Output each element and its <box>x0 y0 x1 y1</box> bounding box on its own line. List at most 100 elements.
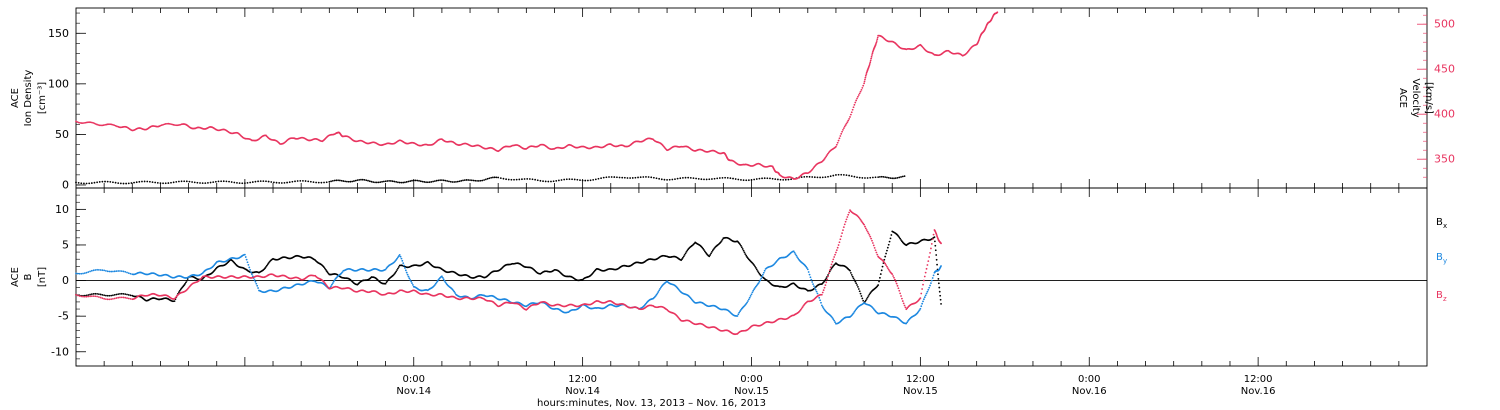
y-axis-label: [nT] <box>37 267 48 287</box>
bx-series-point <box>85 294 88 297</box>
density-series-point <box>389 180 392 182</box>
by-series-point <box>409 279 412 281</box>
x-time-label: 12:00 <box>1244 374 1273 385</box>
bz-series-point <box>841 232 843 235</box>
by-series-point <box>99 269 102 271</box>
density-series-point <box>75 181 77 184</box>
by-series-point <box>932 274 935 277</box>
by-series-point <box>807 271 810 273</box>
density-series-point <box>666 178 668 181</box>
bx-series-point <box>883 258 886 261</box>
bx-series-point <box>87 294 90 296</box>
density-series-point <box>758 177 761 180</box>
density-series-point <box>499 177 502 180</box>
density-series-point <box>700 178 703 181</box>
by-series-point <box>745 302 748 305</box>
density-series-point <box>414 179 417 182</box>
density-series-point <box>526 178 529 180</box>
velocity-series-point <box>836 141 839 144</box>
density-series-point <box>448 180 450 183</box>
velocity-series-point <box>100 124 102 127</box>
by-series-point <box>806 268 809 271</box>
density-series-point <box>407 180 410 183</box>
density-series-point <box>732 177 734 180</box>
by-series-point <box>831 316 834 319</box>
density-series-point <box>655 177 658 180</box>
by-series-point <box>747 298 750 301</box>
velocity-series-point <box>861 86 864 89</box>
bz-series-point <box>112 297 114 300</box>
velocity-series-point <box>864 78 866 81</box>
density-series-point <box>133 181 135 184</box>
by-series-point <box>250 271 252 274</box>
by-series-point <box>792 250 795 253</box>
by-series-point <box>257 287 259 289</box>
velocity-series-point <box>864 76 867 79</box>
velocity-series-point <box>871 54 873 56</box>
bx-series-point <box>742 249 745 252</box>
bx-series-point <box>115 293 118 296</box>
velocity-series-point <box>863 82 865 85</box>
density-series-point <box>183 180 186 183</box>
bz-series-point <box>97 296 100 298</box>
by-series-point <box>117 270 120 272</box>
bx-series-point <box>867 295 870 297</box>
density-series-point <box>361 178 364 181</box>
y-axis-label: ACE <box>10 267 21 287</box>
bx-series-point <box>265 266 267 268</box>
density-series-point <box>209 181 212 184</box>
bx-series-point <box>849 271 852 274</box>
density-series-point <box>536 179 539 182</box>
bx-series-point <box>859 292 862 295</box>
density-series-point <box>156 181 159 184</box>
bx-series-point <box>754 267 757 269</box>
density-series-point <box>88 182 91 185</box>
density-series-point <box>903 175 906 178</box>
density-series <box>75 173 906 185</box>
bz-series-point <box>865 229 868 231</box>
density-series-point <box>472 179 475 182</box>
bx-series-point <box>721 238 724 241</box>
bz-series-point <box>867 232 870 235</box>
density-series-point <box>600 177 602 180</box>
by-series-point <box>453 290 456 293</box>
bz-series-point <box>893 278 896 281</box>
bz-series-point <box>930 243 933 245</box>
y-axis-label: ACE <box>10 88 21 108</box>
by-series-point <box>80 272 83 275</box>
bz-series-point <box>117 296 120 299</box>
density-series-point <box>109 181 112 183</box>
bz-series-point <box>106 298 109 301</box>
density-series-point <box>330 180 332 183</box>
density-series-point <box>837 173 840 176</box>
density-series-point <box>842 173 845 176</box>
y2-tick-label: 450 <box>1434 63 1455 76</box>
density-series-point <box>808 175 811 178</box>
bz-series-point <box>902 302 905 305</box>
density-series-point <box>125 182 128 185</box>
by-series-point <box>748 296 751 299</box>
bx-series-point <box>756 270 759 272</box>
bx-series-point <box>324 268 327 271</box>
x-axis-title: hours:minutes, Nov. 13, 2013 – Nov. 16, … <box>537 398 766 409</box>
bz-series-point <box>120 296 123 299</box>
by-series-point <box>397 256 399 259</box>
velocity-series-point <box>80 122 83 124</box>
density-series-point <box>684 176 687 179</box>
density-series-point <box>610 176 613 178</box>
density-series-point <box>827 175 829 178</box>
density-series-point <box>421 180 424 183</box>
bx-series-point <box>899 237 902 240</box>
density-series-point <box>374 181 376 184</box>
by-series-point <box>832 318 835 321</box>
bz-series-point <box>884 262 887 265</box>
density-series-point <box>230 181 233 183</box>
density-series-point <box>346 180 348 183</box>
density-series-point <box>335 179 338 182</box>
bz-series-point <box>870 237 873 240</box>
bz-series-point <box>866 230 869 233</box>
by-series-point <box>940 265 942 267</box>
bx-series-point <box>860 295 863 297</box>
density-series-point <box>891 177 894 180</box>
by-series-point <box>660 286 662 289</box>
